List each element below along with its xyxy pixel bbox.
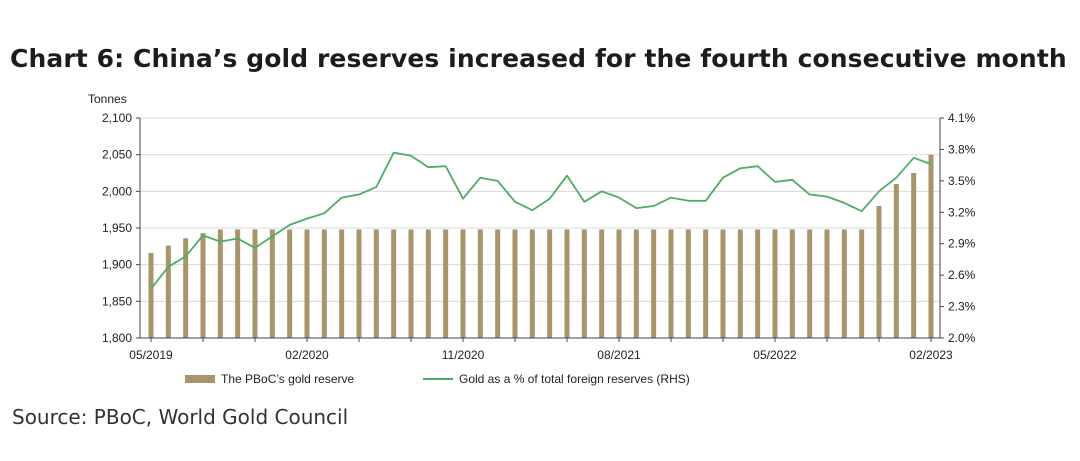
bar <box>304 229 310 338</box>
axes <box>136 117 944 342</box>
bar <box>859 229 865 338</box>
source-note: Source: PBoC, World Gold Council <box>12 405 349 429</box>
x-tick-label: 02/2023 <box>909 348 953 362</box>
bar <box>200 233 206 338</box>
left-tick-label: 1,850 <box>102 294 132 308</box>
left-axis-unit-label: Tonnes <box>88 92 127 106</box>
left-tick-label: 1,800 <box>102 331 132 345</box>
bar <box>443 229 449 338</box>
bar <box>287 229 293 338</box>
bar <box>772 229 778 338</box>
legend: The PBoC’s gold reserve Gold as a % of t… <box>185 372 690 386</box>
x-tick-label: 11/2020 <box>442 348 485 362</box>
bar <box>425 229 431 338</box>
bar <box>391 229 397 338</box>
bar <box>373 229 379 338</box>
left-tick-label: 2,100 <box>102 111 132 125</box>
x-tick-label: 08/2021 <box>597 348 641 362</box>
right-tick-label: 2.9% <box>948 237 976 251</box>
grid-lines <box>140 117 940 302</box>
bar-series <box>148 154 934 338</box>
left-tick-label: 2,050 <box>102 148 132 162</box>
x-tick-label: 05/2019 <box>129 348 173 362</box>
right-tick-label: 3.2% <box>948 205 976 219</box>
bar <box>599 229 605 338</box>
bar <box>633 229 639 338</box>
bar <box>321 229 327 338</box>
bar <box>217 229 223 338</box>
right-tick-label: 3.8% <box>948 142 976 156</box>
right-tick-label: 3.5% <box>948 174 976 188</box>
tick-labels: 1,800 1,850 1,900 1,950 2,000 2,050 2,100 2.0% 2… <box>102 111 976 362</box>
legend-bar-label: The PBoC’s gold reserve <box>221 372 355 386</box>
legend-line-label: Gold as a % of total foreign reserves (R… <box>459 372 690 386</box>
bar <box>876 206 882 338</box>
chart-title: Chart 6: China’s gold reserves increased… <box>10 44 1067 73</box>
bar <box>460 229 466 338</box>
bar <box>235 229 241 338</box>
bar <box>720 229 726 338</box>
left-tick-label: 2,000 <box>102 184 132 198</box>
bar <box>893 184 899 338</box>
bar <box>824 229 830 338</box>
left-tick-label: 1,900 <box>102 258 132 272</box>
right-tick-label: 4.1% <box>948 111 976 125</box>
left-tick-label: 1,950 <box>102 221 132 235</box>
bar <box>911 173 917 338</box>
line-series-path <box>150 151 932 290</box>
bar <box>148 252 154 338</box>
right-tick-label: 2.3% <box>948 300 976 314</box>
x-tick-label: 02/2020 <box>285 348 329 362</box>
bar <box>616 229 622 338</box>
bar <box>668 229 674 338</box>
bar <box>928 154 934 338</box>
bar <box>755 229 761 338</box>
x-tick-label: 05/2022 <box>753 348 797 362</box>
bar <box>651 229 657 338</box>
bar <box>841 229 847 338</box>
bar <box>789 229 795 338</box>
line-series <box>150 151 932 290</box>
bar <box>581 229 587 338</box>
bar <box>512 229 518 338</box>
bar <box>183 238 189 338</box>
bar <box>408 229 414 338</box>
right-tick-label: 2.6% <box>948 268 976 282</box>
bar <box>737 229 743 338</box>
bar <box>685 229 691 338</box>
bar <box>495 229 501 338</box>
bar <box>703 229 709 338</box>
bar <box>269 229 275 338</box>
bar <box>529 229 535 338</box>
right-tick-label: 2.0% <box>948 331 976 345</box>
bar <box>356 229 362 338</box>
bar <box>564 229 570 338</box>
bar <box>547 229 553 338</box>
bar <box>252 229 258 338</box>
bar <box>477 229 483 338</box>
bar <box>807 229 813 338</box>
bar <box>165 245 171 338</box>
legend-bar-swatch <box>185 375 215 383</box>
bar <box>339 229 345 338</box>
